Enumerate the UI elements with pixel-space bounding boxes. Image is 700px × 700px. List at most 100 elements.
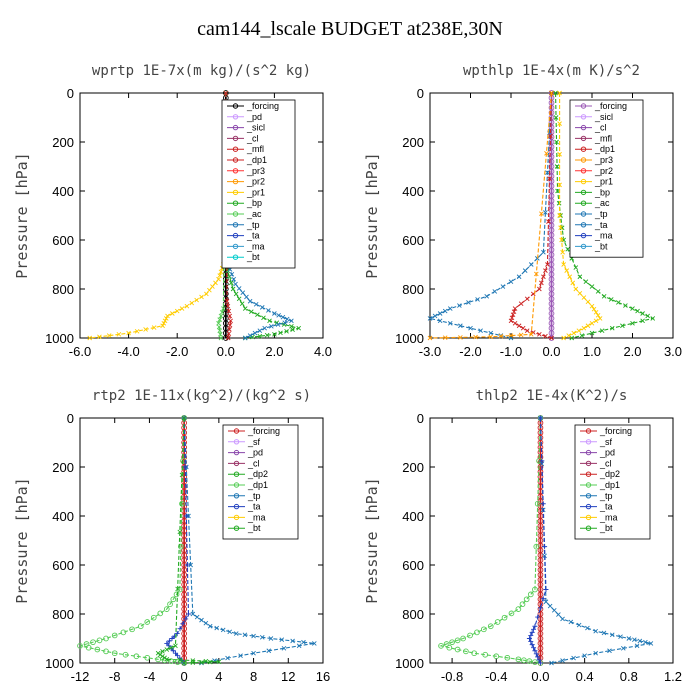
- data-point: [179, 472, 185, 478]
- data-point: [531, 626, 537, 632]
- y-tick-label: 400: [52, 184, 74, 199]
- data-point: [548, 133, 553, 139]
- legend-marker: [580, 232, 587, 239]
- data-point: [591, 306, 597, 312]
- data-point: [504, 654, 511, 661]
- y-tick-label: 1000: [45, 656, 74, 671]
- data-point: [565, 246, 571, 252]
- x-tick-label: -4.0: [117, 344, 139, 359]
- data-point: [259, 305, 265, 310]
- legend-marker: [585, 449, 592, 456]
- data-point: [162, 318, 168, 324]
- data-point: [528, 639, 534, 645]
- data-point: [543, 268, 548, 273]
- data-point: [585, 323, 591, 329]
- data-point: [623, 303, 628, 308]
- data-point: [224, 298, 230, 304]
- data-point: [175, 653, 181, 659]
- data-point: [183, 616, 189, 622]
- data-point: [163, 316, 169, 321]
- legend-label: _dp2: [247, 469, 268, 479]
- data-point: [181, 660, 187, 666]
- data-point: [561, 335, 566, 341]
- data-point: [242, 632, 248, 638]
- plot-frame: [79, 92, 324, 339]
- legend-marker: [580, 178, 587, 185]
- data-point: [446, 644, 453, 651]
- legend-marker: [233, 439, 240, 445]
- data-point: [529, 642, 535, 648]
- series-pr1: [87, 90, 229, 341]
- data-point: [216, 276, 221, 282]
- data-point: [460, 635, 466, 642]
- x-tick-label: 16: [316, 669, 330, 684]
- data-point: [480, 626, 487, 633]
- data-point: [164, 647, 170, 652]
- data-point: [632, 637, 637, 643]
- legend-marker: [580, 200, 587, 206]
- data-point: [524, 328, 530, 333]
- data-point: [253, 301, 259, 307]
- legend-label: _sicl: [594, 112, 613, 122]
- data-point: [543, 333, 548, 339]
- data-point: [589, 303, 595, 309]
- data-point: [620, 323, 625, 329]
- legend-label: _dp1: [247, 480, 268, 490]
- legend: _forcing_sf_pd_cl_dp2_dp1_tp_ta_ma_bt: [574, 424, 651, 540]
- data-point: [583, 279, 589, 284]
- series-tp: [538, 415, 654, 666]
- data-point: [524, 296, 530, 302]
- data-point: [568, 619, 574, 625]
- x-tick-label: 12: [281, 669, 295, 684]
- y-tick-label: 600: [402, 233, 424, 248]
- data-point: [589, 284, 595, 289]
- data-point: [442, 308, 448, 314]
- data-point: [228, 318, 233, 324]
- series-dp1: [438, 415, 544, 666]
- series-forcing: [537, 415, 544, 666]
- data-point: [494, 619, 501, 625]
- data-point: [239, 301, 245, 307]
- data-point: [601, 294, 607, 299]
- legend-marker: [585, 503, 592, 510]
- legend-label: _ta: [594, 220, 608, 230]
- data-point: [94, 646, 101, 653]
- data-point: [257, 328, 263, 333]
- data-point: [516, 323, 522, 329]
- legend: _forcing_sicl_cl_mfl_dp1_pr3_pr2_pr1_bp_…: [569, 99, 644, 258]
- data-point: [312, 641, 317, 646]
- data-point: [561, 262, 566, 267]
- data-point: [231, 276, 237, 282]
- data-point: [556, 612, 561, 617]
- data-point: [535, 614, 541, 620]
- data-point: [519, 601, 526, 608]
- data-point: [608, 297, 614, 302]
- y-tick-label: 0: [67, 411, 74, 426]
- data-point: [512, 320, 518, 326]
- data-point: [567, 274, 573, 280]
- data-point: [262, 325, 267, 331]
- data-point: [236, 286, 242, 291]
- data-point: [217, 317, 223, 322]
- x-tick-label: 0.0: [542, 344, 560, 359]
- data-point: [170, 596, 177, 603]
- legend-label: _tp: [594, 209, 608, 219]
- data-point: [449, 639, 455, 646]
- x-tick-label: 0.4: [576, 669, 594, 684]
- data-point: [561, 237, 566, 243]
- data-point: [170, 648, 176, 654]
- data-point: [529, 629, 535, 635]
- data-point: [268, 636, 274, 641]
- legend-label: _bt: [247, 523, 261, 533]
- legend-label: _bt: [246, 252, 260, 262]
- data-point: [289, 318, 294, 324]
- data-point: [96, 637, 103, 644]
- data-point: [482, 651, 489, 658]
- data-point: [637, 638, 643, 644]
- y-tick-label: 800: [402, 282, 424, 297]
- y-tick-label: 200: [402, 135, 424, 150]
- data-point: [157, 652, 163, 658]
- x-tick-label: 1.2: [664, 669, 682, 684]
- data-point: [236, 296, 242, 302]
- y-tick-label: 1000: [395, 656, 424, 671]
